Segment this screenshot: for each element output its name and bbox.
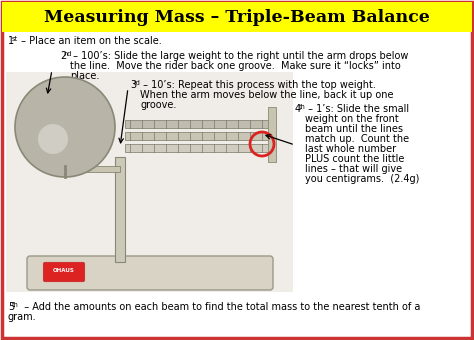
Text: beam until the lines: beam until the lines <box>305 124 403 134</box>
Text: st: st <box>12 36 18 42</box>
Text: gram.: gram. <box>8 312 36 322</box>
FancyBboxPatch shape <box>125 132 270 140</box>
Text: th: th <box>12 302 19 308</box>
FancyBboxPatch shape <box>115 157 125 262</box>
Text: – 1’s: Slide the small: – 1’s: Slide the small <box>305 104 409 114</box>
Text: 3: 3 <box>130 80 136 90</box>
Text: OHAUS: OHAUS <box>53 269 75 273</box>
Text: – Place an item on the scale.: – Place an item on the scale. <box>18 36 162 46</box>
FancyBboxPatch shape <box>6 72 293 292</box>
Text: 4: 4 <box>295 104 301 114</box>
Text: lines – that will give: lines – that will give <box>305 164 402 174</box>
Text: 1: 1 <box>8 36 14 46</box>
Text: groove.: groove. <box>140 100 176 110</box>
Text: Measuring Mass – Triple-Beam Balance: Measuring Mass – Triple-Beam Balance <box>44 8 430 26</box>
FancyBboxPatch shape <box>125 120 270 128</box>
FancyBboxPatch shape <box>27 256 273 290</box>
Circle shape <box>15 77 115 177</box>
Text: PLUS count the little: PLUS count the little <box>305 154 404 164</box>
Text: – 100’s: Slide the large weight to the right until the arm drops below: – 100’s: Slide the large weight to the r… <box>70 51 409 61</box>
Text: you centigrams.  (2.4g): you centigrams. (2.4g) <box>305 174 419 184</box>
Text: 2: 2 <box>60 51 66 61</box>
Text: When the arm moves below the line, back it up one: When the arm moves below the line, back … <box>140 90 393 100</box>
Text: last whole number: last whole number <box>305 144 396 154</box>
Text: place.: place. <box>70 71 100 81</box>
FancyBboxPatch shape <box>125 144 270 152</box>
Text: – 10’s: Repeat this process with the top weight.: – 10’s: Repeat this process with the top… <box>140 80 376 90</box>
Circle shape <box>38 124 68 154</box>
Text: match up.  Count the: match up. Count the <box>305 134 409 144</box>
FancyBboxPatch shape <box>268 107 276 162</box>
FancyBboxPatch shape <box>55 166 120 172</box>
Text: rd: rd <box>134 80 141 86</box>
FancyBboxPatch shape <box>44 262 84 282</box>
Text: weight on the front: weight on the front <box>305 114 399 124</box>
Text: 5: 5 <box>8 302 14 312</box>
Text: th: th <box>299 104 306 110</box>
FancyBboxPatch shape <box>2 2 472 32</box>
Text: nd: nd <box>64 51 73 57</box>
Text: the line.  Move the rider back one groove.  Make sure it “locks” into: the line. Move the rider back one groove… <box>70 61 401 71</box>
FancyBboxPatch shape <box>2 2 472 338</box>
Text: – Add the amounts on each beam to find the total mass to the nearest tenth of a: – Add the amounts on each beam to find t… <box>18 302 420 312</box>
